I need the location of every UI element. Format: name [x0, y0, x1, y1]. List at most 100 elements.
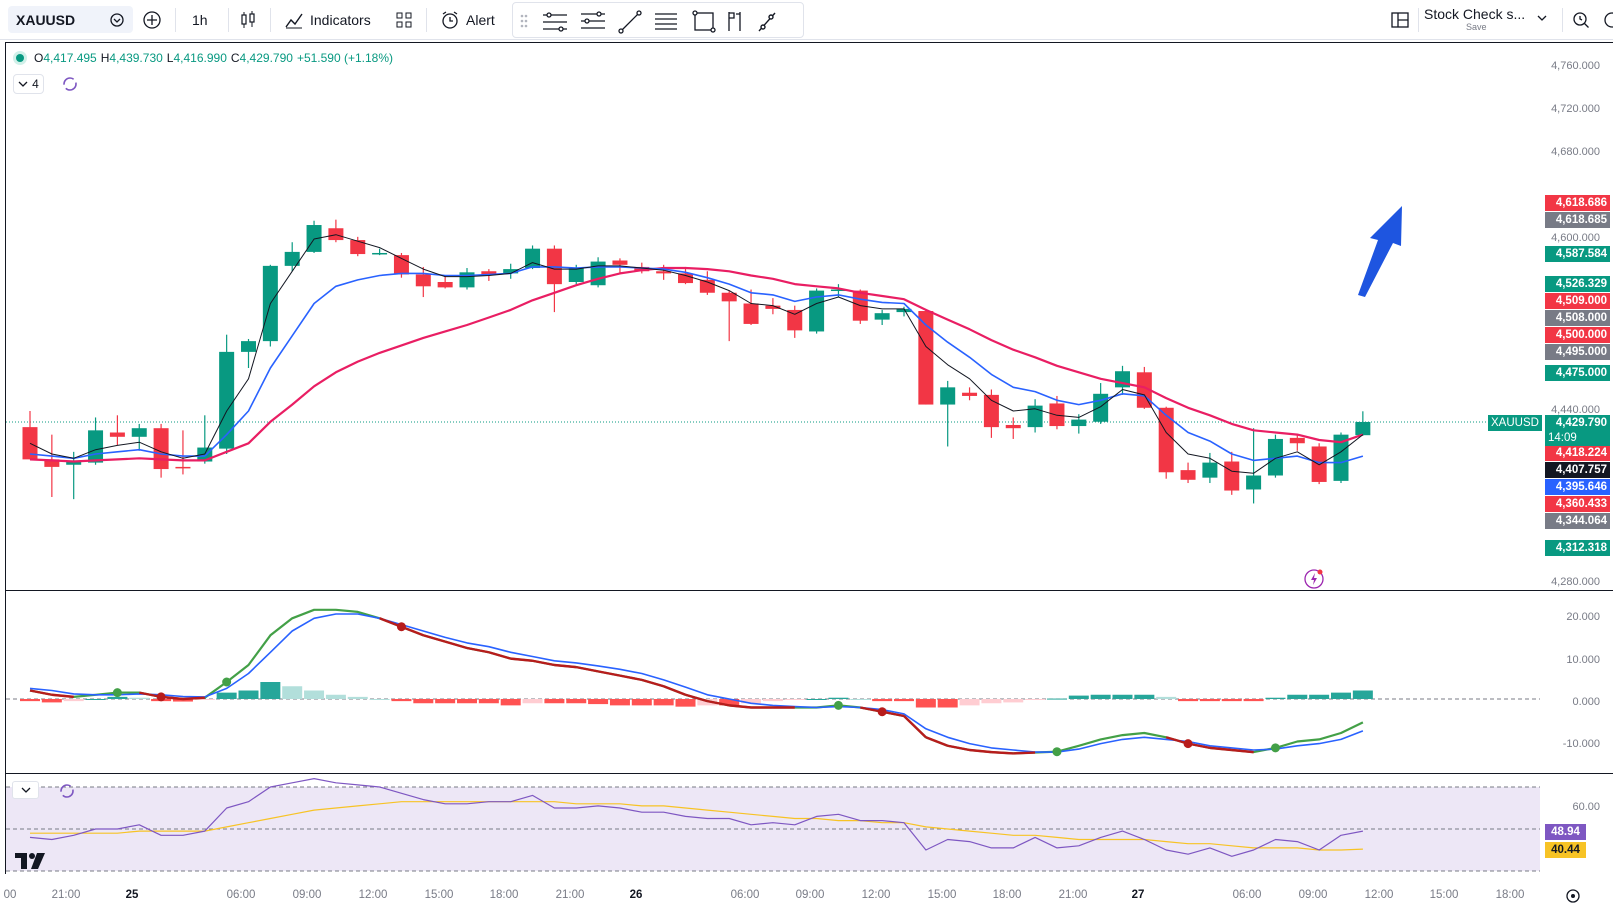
- toolbar-divider: [175, 8, 176, 32]
- chart-type-button[interactable]: [238, 6, 258, 33]
- macd-bear-segment: [422, 634, 446, 643]
- layout-icon: [1390, 10, 1410, 30]
- macd-bear-segment: [466, 646, 490, 654]
- macd-bear-segment: [729, 704, 752, 709]
- macd-cross-dot: [1052, 747, 1062, 757]
- tradingview-logo[interactable]: [15, 852, 47, 874]
- rsi-line: [29, 777, 1364, 857]
- candle-body: [153, 428, 169, 470]
- macd-histogram-bar: [609, 699, 630, 706]
- price-tag: 4,618.686: [1545, 195, 1610, 211]
- macd-bear-segment: [947, 744, 970, 752]
- symbol-menu-icon[interactable]: [107, 10, 127, 30]
- time-tick: 15:00: [424, 889, 454, 901]
- candle-body: [896, 308, 912, 313]
- macd-bear-segment: [1231, 748, 1254, 754]
- symbol-search[interactable]: XAUUSD: [8, 6, 133, 33]
- macd-histogram-bar: [566, 699, 587, 704]
- macd-histogram-bar: [20, 699, 40, 702]
- time-tick: 09:00: [795, 889, 825, 901]
- candle-body: [1180, 470, 1196, 480]
- chevron-down-icon: [21, 787, 30, 793]
- layout-toggle-button[interactable]: [1390, 6, 1410, 33]
- price-tag: 4,395.646: [1545, 479, 1610, 495]
- macd-histogram-bar: [457, 699, 477, 704]
- quick-search-button[interactable]: [1571, 6, 1591, 33]
- rsi-tick: 60.00: [1572, 801, 1600, 813]
- candles-icon: [238, 10, 258, 30]
- macd-bear-segment: [925, 736, 949, 747]
- macd-histogram-bar: [325, 694, 346, 699]
- rsi-collapse-button[interactable]: [12, 781, 39, 799]
- chevron-down-icon: [18, 81, 28, 87]
- layout-name: Stock Check s...: [1424, 6, 1526, 22]
- chevron-down-icon[interactable]: [1536, 11, 1548, 29]
- time-tick: 25: [125, 889, 139, 901]
- time-settings-icon[interactable]: [1565, 888, 1581, 905]
- horizontal-lines-icon[interactable]: [655, 13, 677, 30]
- search-clock-icon: [1571, 10, 1591, 30]
- toolbar-divider: [1418, 8, 1419, 32]
- drag-handle-icon[interactable]: [520, 14, 528, 28]
- candle-body: [66, 460, 82, 465]
- candle-body: [22, 427, 38, 460]
- bar-countdown: 14:09: [1548, 432, 1577, 444]
- sync-icon[interactable]: [62, 76, 78, 97]
- candle-body: [1355, 421, 1371, 436]
- lightning-icon[interactable]: [1303, 568, 1325, 595]
- interval-button[interactable]: 1h: [192, 6, 208, 33]
- macd-histogram-bar: [1199, 699, 1220, 702]
- macd-bear-segment: [29, 689, 53, 696]
- macd-bear-segment: [532, 659, 555, 667]
- layout-save-button[interactable]: Stock Check s... Save: [1424, 5, 1548, 35]
- macd-histogram-bar: [1178, 699, 1199, 702]
- templates-button[interactable]: [394, 6, 414, 33]
- interval-label: 1h: [192, 11, 208, 28]
- rsi-sync-icon[interactable]: [59, 783, 75, 804]
- pane-divider[interactable]: [5, 773, 1613, 774]
- macd-bear-segment: [707, 699, 730, 707]
- rectangle-icon[interactable]: [692, 10, 716, 33]
- pane-divider[interactable]: [5, 590, 1613, 591]
- macd-histogram-bar: [1068, 695, 1089, 699]
- rsi-value-tag: 48.94: [1545, 824, 1586, 840]
- candle-body: [175, 466, 191, 469]
- price-tick: 4,680.000: [1551, 146, 1600, 158]
- high-label: H: [100, 51, 110, 65]
- price-tick: 4,600.000: [1551, 232, 1600, 244]
- macd-cross-dot: [1270, 743, 1280, 753]
- macd-histogram-bar: [1221, 699, 1242, 702]
- chart-frame[interactable]: [5, 42, 1613, 874]
- macd-histogram-bar: [1331, 692, 1351, 699]
- market-status-dot: [16, 54, 24, 62]
- high-value: 4,439.730: [109, 51, 163, 65]
- indicators-collapse-button[interactable]: 4: [13, 74, 44, 94]
- settings-button[interactable]: [1602, 6, 1613, 33]
- up-arrow-drawing[interactable]: [1358, 206, 1402, 297]
- indicators-button[interactable]: Indicators: [284, 6, 371, 33]
- candle-body: [809, 290, 825, 332]
- horizontal-ray-icon[interactable]: [543, 12, 567, 32]
- macd-histogram-bar: [1003, 699, 1024, 703]
- macd-histogram-bar: [588, 699, 609, 705]
- macd-histogram-bar: [260, 682, 281, 699]
- last-price-value: 4,429.790: [1555, 417, 1607, 429]
- alert-button[interactable]: Alert: [440, 6, 495, 33]
- compare-symbol-button[interactable]: [142, 6, 162, 33]
- trend-line-icon[interactable]: [618, 10, 642, 34]
- brush-icon[interactable]: [758, 12, 776, 32]
- alarm-clock-icon: [440, 10, 460, 30]
- macd-histogram-bar: [675, 699, 696, 707]
- ema-fast-line: [29, 234, 1364, 474]
- toolbar-divider: [228, 8, 229, 32]
- long-position-icon[interactable]: [728, 12, 741, 31]
- change-value: +51.590 (+1.18%): [296, 51, 394, 65]
- macd-histogram-bar: [413, 699, 434, 704]
- macd-histogram-bar: [1287, 694, 1308, 699]
- parallel-channel-icon[interactable]: [581, 11, 605, 29]
- time-tick: 21:00: [555, 889, 585, 901]
- time-tick: 27: [1131, 889, 1145, 901]
- candle-body: [721, 292, 737, 302]
